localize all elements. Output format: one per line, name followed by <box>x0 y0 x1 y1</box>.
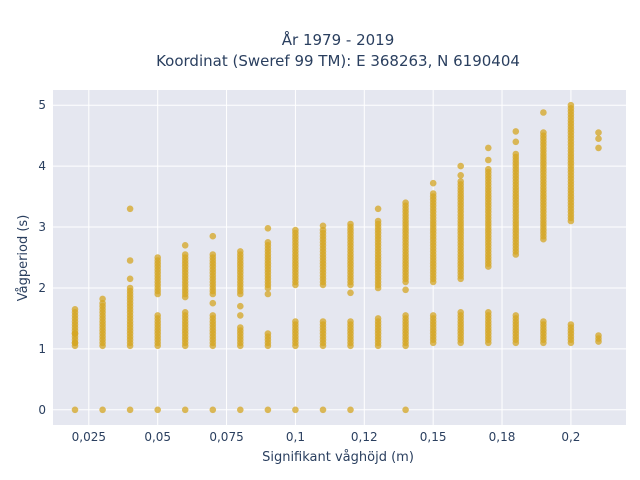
data-point <box>209 406 217 414</box>
data-point <box>512 312 520 319</box>
data-point <box>71 339 79 347</box>
y-tick-label: 3 <box>38 220 46 234</box>
x-tick-label: 0,075 <box>209 430 243 444</box>
data-point <box>264 330 272 337</box>
data-point <box>237 324 244 331</box>
x-tick-label: 0,18 <box>489 430 516 444</box>
data-point <box>181 309 189 316</box>
data-point <box>512 138 520 146</box>
data-point <box>485 309 492 316</box>
data-point <box>595 144 602 152</box>
data-point <box>237 248 244 255</box>
data-point <box>347 406 354 414</box>
data-point <box>264 290 272 298</box>
data-point <box>71 306 79 313</box>
data-point <box>347 318 354 325</box>
data-point <box>71 330 79 337</box>
data-point <box>595 332 602 339</box>
data-point <box>374 315 382 322</box>
data-point <box>237 302 244 310</box>
y-tick-label: 4 <box>38 159 46 173</box>
data-point <box>181 242 189 249</box>
data-point <box>485 165 492 173</box>
data-point <box>567 321 575 328</box>
x-tick-label: 0,1 <box>286 430 305 444</box>
data-point <box>237 312 244 319</box>
x-axis-title: Signifikant våghöjd (m) <box>262 450 414 465</box>
data-point <box>540 109 547 116</box>
data-point <box>374 217 382 225</box>
data-point <box>292 406 299 414</box>
chart-title-line2: Koordinat (Sweref 99 TM): E 368263, N 61… <box>156 52 520 70</box>
data-point <box>126 406 134 414</box>
y-tick-label: 5 <box>38 98 46 112</box>
data-point <box>512 150 520 158</box>
data-point <box>457 162 465 170</box>
data-point <box>209 299 217 307</box>
data-point <box>126 275 134 283</box>
data-point <box>402 199 409 206</box>
data-point <box>457 178 465 185</box>
data-point <box>99 295 106 303</box>
data-point <box>540 129 547 136</box>
data-point <box>347 220 354 228</box>
data-point <box>126 284 134 292</box>
data-point <box>154 312 161 319</box>
data-point <box>374 205 382 213</box>
data-point <box>485 156 492 164</box>
data-point <box>126 257 134 264</box>
data-point <box>319 222 327 230</box>
data-point <box>540 318 547 325</box>
data-point <box>237 406 244 414</box>
data-point <box>567 101 575 109</box>
y-tick-label: 1 <box>38 342 46 356</box>
data-point <box>429 179 437 187</box>
data-point <box>264 225 272 232</box>
y-axis-title: Vågperiod (s) <box>16 215 31 302</box>
y-tick-label: 0 <box>38 403 46 417</box>
data-point <box>154 406 161 414</box>
y-tick-label: 2 <box>38 281 46 295</box>
data-point <box>347 289 354 297</box>
data-point <box>595 135 602 142</box>
data-point <box>264 406 272 414</box>
x-tick-labels: 0,025 0,05 0,075 0,1 0,12 0,15 0,18 0,2 <box>72 430 581 444</box>
x-tick-label: 0,12 <box>351 430 378 444</box>
data-point <box>209 312 217 319</box>
x-tick-label: 0,025 <box>72 430 106 444</box>
data-point <box>429 190 437 197</box>
data-points <box>71 101 602 414</box>
chart-title-line1: År 1979 - 2019 <box>282 30 395 49</box>
data-point <box>71 406 79 414</box>
x-tick-label: 0,05 <box>144 430 171 444</box>
data-point <box>485 144 492 152</box>
data-point <box>512 128 520 135</box>
data-point <box>595 129 602 136</box>
x-tick-label: 0,15 <box>420 430 447 444</box>
data-point <box>292 318 299 325</box>
data-point <box>402 406 409 414</box>
data-point <box>567 217 575 225</box>
data-point <box>402 286 409 294</box>
data-point <box>457 172 465 179</box>
data-point <box>319 406 327 414</box>
data-point <box>264 239 272 246</box>
data-point <box>319 318 327 325</box>
data-point <box>154 254 161 261</box>
y-tick-labels: 0 1 2 3 4 5 <box>38 98 46 417</box>
data-point <box>402 312 409 319</box>
data-point <box>292 226 299 234</box>
data-point <box>126 205 134 213</box>
plot-area <box>53 90 626 425</box>
data-point <box>209 251 217 258</box>
data-point <box>181 251 189 258</box>
x-tick-label: 0,2 <box>561 430 580 444</box>
data-point <box>457 309 465 316</box>
data-point <box>209 232 217 240</box>
data-point <box>429 312 437 319</box>
data-point <box>181 406 189 414</box>
data-point <box>99 406 106 414</box>
